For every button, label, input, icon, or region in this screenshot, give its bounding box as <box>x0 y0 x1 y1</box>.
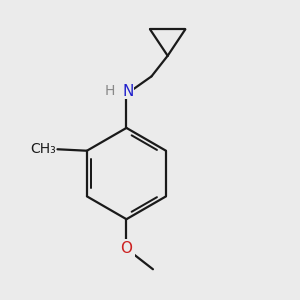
Text: O: O <box>120 241 132 256</box>
Text: CH₃: CH₃ <box>30 142 56 156</box>
Text: N: N <box>122 84 134 99</box>
Text: H: H <box>105 84 116 98</box>
